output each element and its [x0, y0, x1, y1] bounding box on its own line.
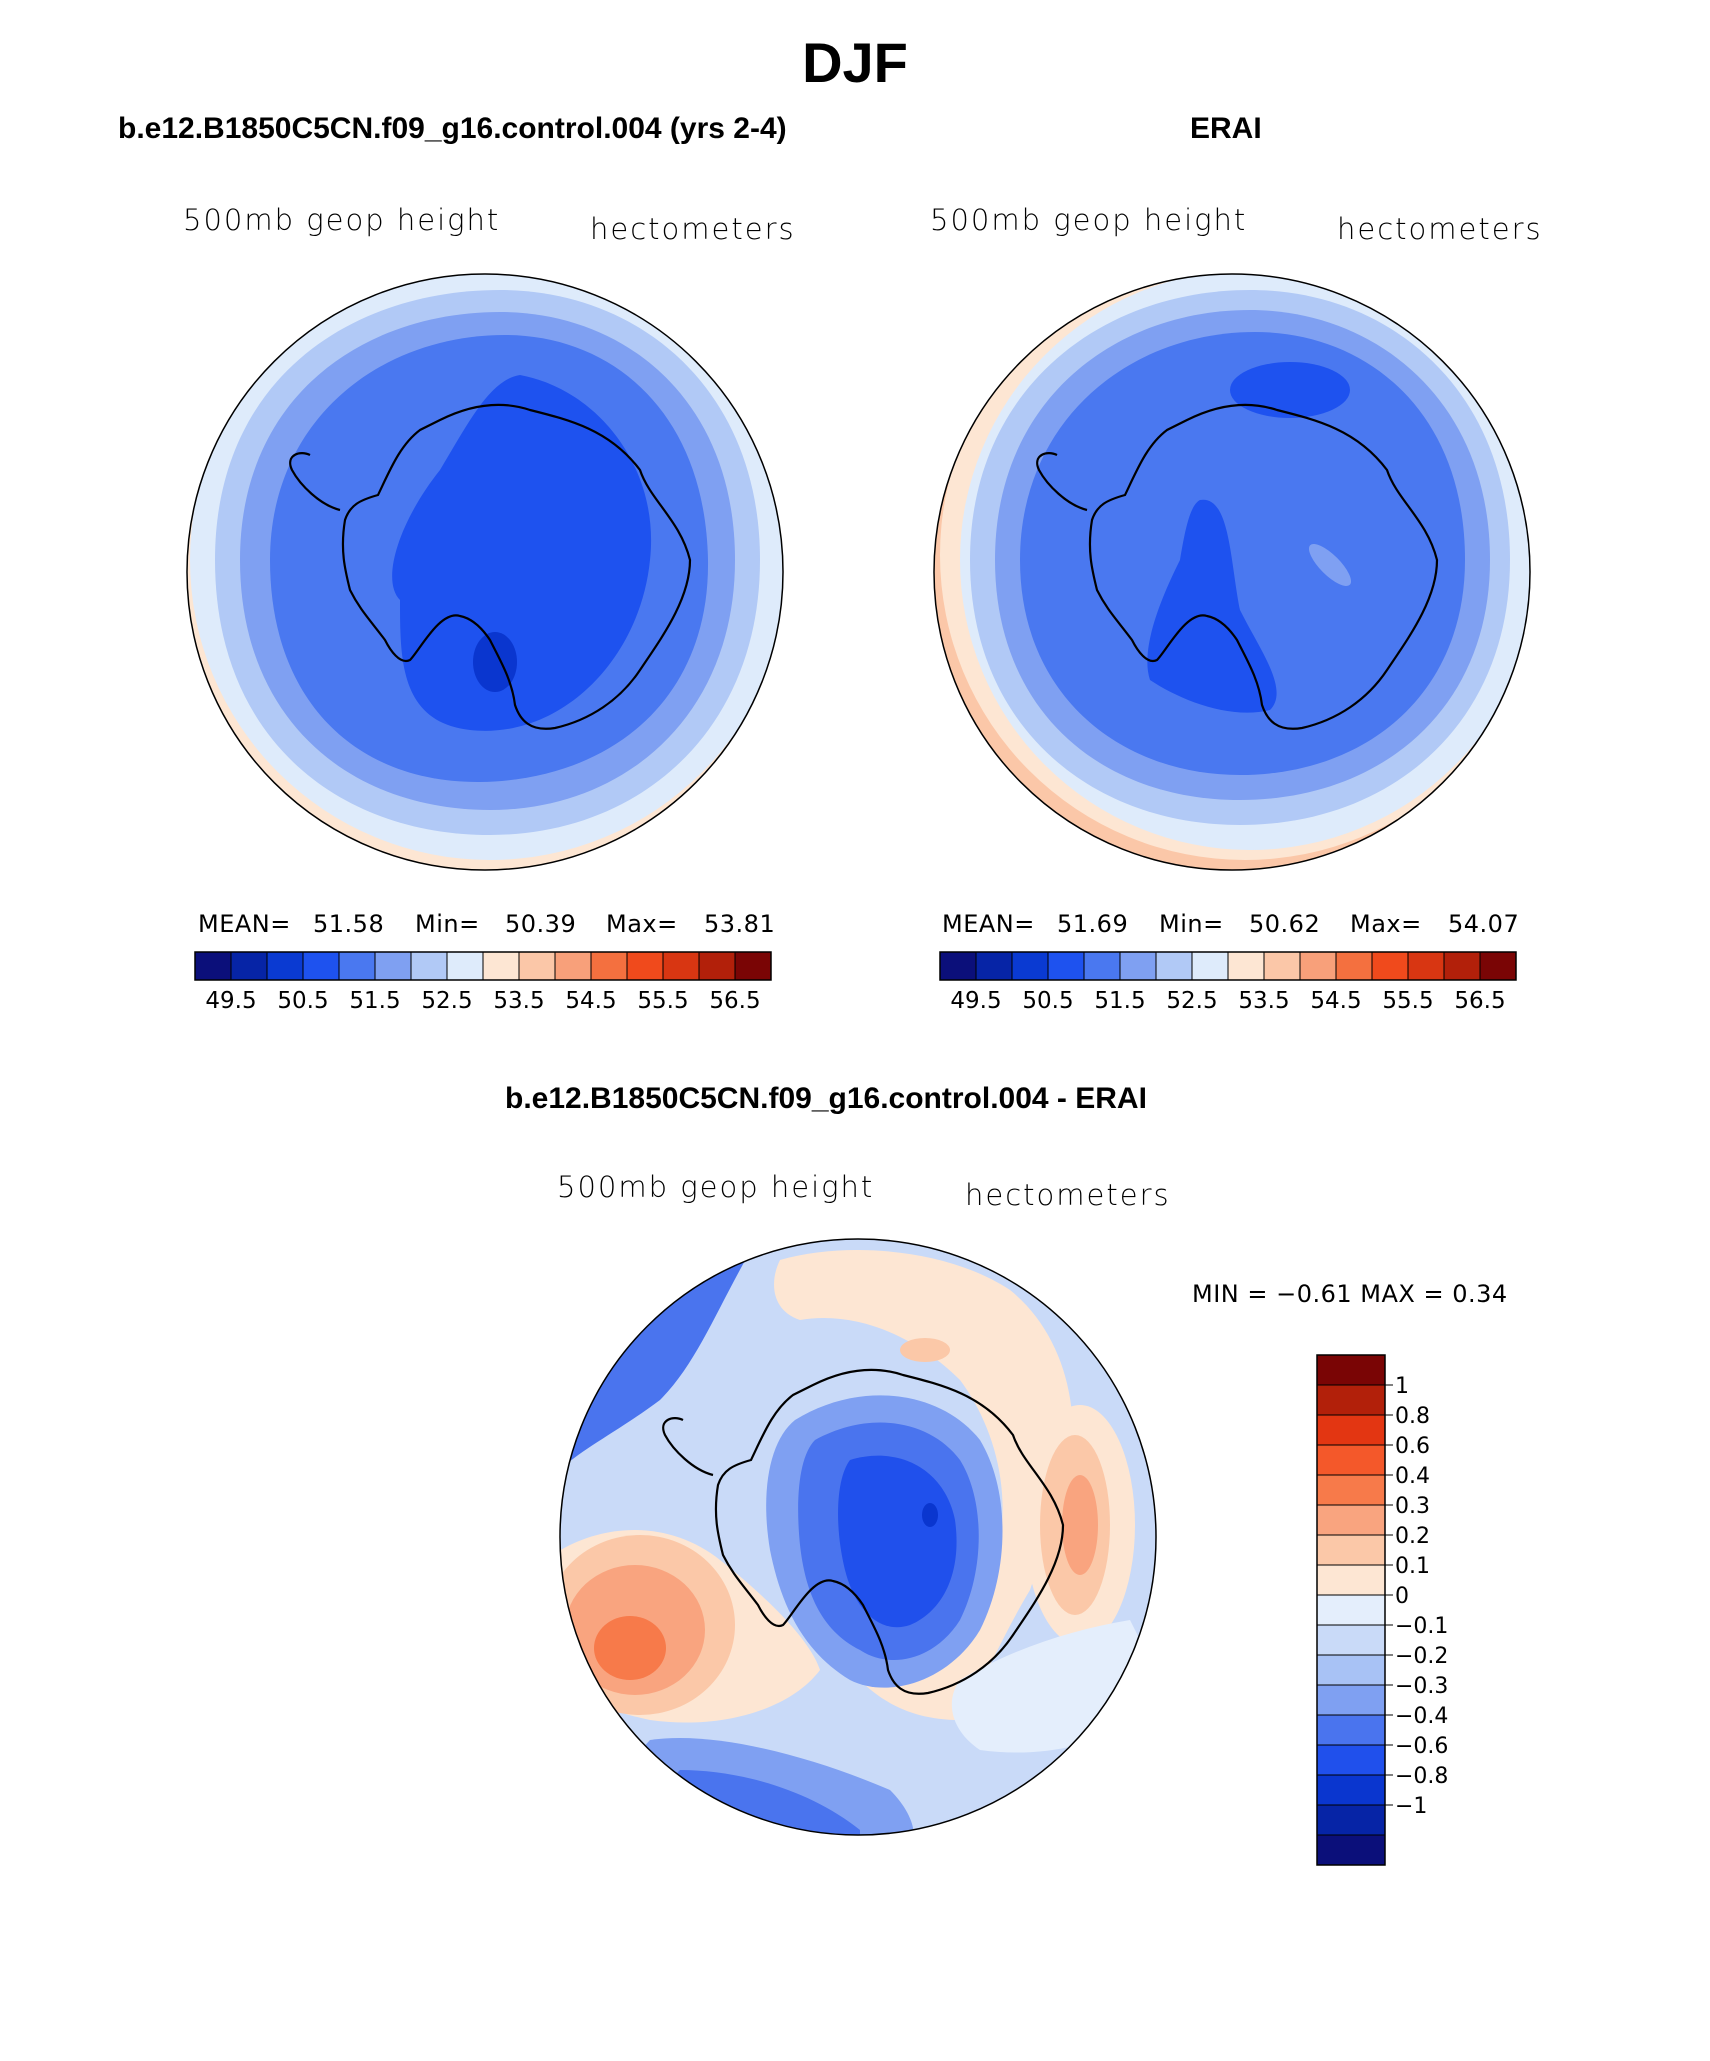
colorbar-tick-label: 0.2	[1395, 1524, 1430, 1549]
colorbar-swatch	[1316, 1654, 1386, 1686]
colorbar-tick-label: 0.8	[1395, 1404, 1430, 1429]
obs-units-label: hectometers	[1337, 212, 1543, 246]
colorbar-tick-label: 54.5	[1310, 988, 1361, 1014]
colorbar-swatch	[626, 951, 664, 981]
colorbar-tick-label: 52.5	[421, 988, 472, 1014]
band-b0	[473, 632, 517, 692]
figure-title: DJF	[802, 31, 908, 94]
model-min-value: 50.39	[505, 910, 577, 938]
colorbar-swatch	[1316, 1774, 1386, 1806]
model-panel-title: b.e12.B1850C5CN.f09_g16.control.004 (yrs…	[118, 112, 787, 145]
colorbar-tick-label: 0.1	[1395, 1554, 1430, 1579]
obs-max-label: Max=	[1350, 910, 1422, 938]
model-colorbar: 49.5 50.5 51.5 52.5 53.5 54.5 55.5 56.5	[194, 951, 772, 1014]
obs-colorbar: 49.5 50.5 51.5 52.5 53.5 54.5 55.5 56.5	[939, 951, 1517, 1014]
colorbar-tick-label: −1	[1395, 1794, 1427, 1819]
model-units-label: hectometers	[590, 212, 796, 246]
colorbar-tick-label: 0	[1395, 1584, 1409, 1609]
map-boundary	[933, 273, 1531, 871]
colorbar-tick-label: 56.5	[1454, 988, 1505, 1014]
model-min-label: Min=	[415, 910, 480, 938]
colorbar-tick-label: 49.5	[205, 988, 256, 1014]
obs-min-value: 50.62	[1249, 910, 1321, 938]
colorbar-swatch	[1316, 1804, 1386, 1836]
colorbar-tick-label: 0.3	[1395, 1494, 1430, 1519]
map-boundary	[559, 1238, 1157, 1836]
colorbar-swatch	[590, 951, 628, 981]
colorbar-tick-label: 49.5	[950, 988, 1001, 1014]
obs-mean-value: 51.69	[1057, 910, 1129, 938]
colorbar-tick-label: 52.5	[1166, 988, 1217, 1014]
colorbar-swatch	[939, 951, 977, 981]
obs-mean-label: MEAN=	[942, 910, 1035, 938]
obs-variable-label: 500mb geop height	[930, 203, 1248, 237]
colorbar-swatch	[1316, 1384, 1386, 1416]
colorbar-swatch	[1083, 951, 1121, 981]
colorbar-swatch	[1316, 1534, 1386, 1566]
model-mean-label: MEAN=	[198, 910, 291, 938]
colorbar-swatch	[1316, 1834, 1386, 1866]
diff-minmax: MIN = −0.61 MAX = 0.34	[1192, 1280, 1508, 1308]
colorbar-tick-label: −0.8	[1395, 1764, 1448, 1789]
obs-max-value: 54.07	[1448, 910, 1520, 938]
colorbar-tick-label: 1	[1395, 1374, 1409, 1399]
antarctica-coastline	[1088, 403, 1439, 730]
colorbar-swatch	[1316, 1504, 1386, 1536]
colorbar-tick-label: 51.5	[1094, 988, 1145, 1014]
colorbar-tick-label: −0.2	[1395, 1644, 1448, 1669]
colorbar-swatch	[1316, 1624, 1386, 1656]
colorbar-tick-label: 55.5	[637, 988, 688, 1014]
colorbar-swatch	[1479, 951, 1517, 981]
colorbar-swatch	[1299, 951, 1337, 981]
diff-colorbar: 1 0.8 0.6 0.4 0.3 0.2 0.1 0 −0.1 −0.2 −0.3 −0.4 −0.6…	[1316, 1354, 1448, 1866]
colorbar-swatch	[374, 951, 412, 981]
colorbar-swatch	[1316, 1744, 1386, 1776]
colorbar-swatch	[1316, 1414, 1386, 1446]
model-variable-label: 500mb geop height	[183, 203, 501, 237]
diff-units-label: hectometers	[965, 1178, 1171, 1212]
colorbar-tick-label: −0.1	[1395, 1614, 1448, 1639]
colorbar-tick-label: 51.5	[349, 988, 400, 1014]
colorbar-swatch	[1335, 951, 1373, 981]
colorbar-swatch	[1316, 1594, 1386, 1626]
colorbar-tick-label: 50.5	[1022, 988, 1073, 1014]
model-max-label: Max=	[606, 910, 678, 938]
diff-panel-title: b.e12.B1850C5CN.f09_g16.control.004 - ER…	[505, 1082, 1147, 1115]
colorbar-swatch	[1263, 951, 1301, 981]
colorbar-tick-label: −0.6	[1395, 1734, 1448, 1759]
colorbar-tick-label: −0.3	[1395, 1674, 1448, 1699]
obs-min-label: Min=	[1159, 910, 1224, 938]
band-b1	[392, 375, 652, 731]
colorbar-swatch	[734, 951, 772, 981]
colorbar-swatch	[1316, 1354, 1386, 1386]
colorbar-swatch	[1011, 951, 1049, 981]
colorbar-swatch	[1316, 1564, 1386, 1596]
antarctica-coastline	[341, 403, 692, 730]
colorbar-tick-label: 53.5	[1238, 988, 1289, 1014]
diff-variable-label: 500mb geop height	[557, 1170, 875, 1204]
colorbar-swatch	[1316, 1474, 1386, 1506]
colorbar-tick-label: 0.6	[1395, 1434, 1430, 1459]
colorbar-swatch	[1316, 1684, 1386, 1716]
antarctica-coastline	[714, 1368, 1065, 1695]
map-boundary	[186, 273, 784, 871]
obs-panel-title: ERAI	[1190, 112, 1262, 145]
colorbar-tick-label: 55.5	[1382, 988, 1433, 1014]
colorbar-tick-label: 53.5	[493, 988, 544, 1014]
model-max-value: 53.81	[704, 910, 776, 938]
colorbar-tick-label: 50.5	[277, 988, 328, 1014]
colorbar-swatch	[1316, 1714, 1386, 1746]
colorbar-tick-label: 0.4	[1395, 1464, 1430, 1489]
colorbar-swatch	[1316, 1444, 1386, 1476]
colorbar-tick-label: 56.5	[709, 988, 760, 1014]
colorbar-swatch	[1371, 951, 1409, 981]
model-mean-value: 51.58	[313, 910, 385, 938]
colorbar-tick-label: −0.4	[1395, 1704, 1448, 1729]
colorbar-tick-label: 54.5	[565, 988, 616, 1014]
colorbar-swatch	[446, 951, 484, 981]
colorbar-swatch	[482, 951, 520, 981]
